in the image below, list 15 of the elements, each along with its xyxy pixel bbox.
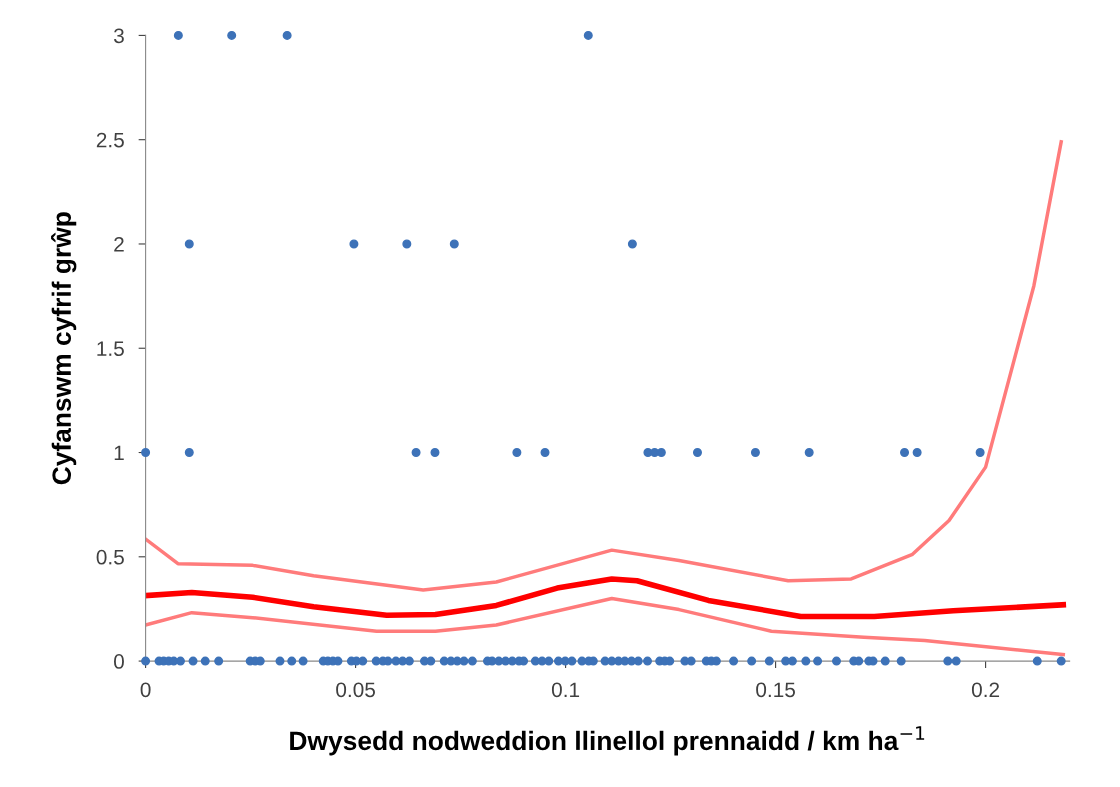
x-tick-label: 0 (140, 682, 151, 698)
y-tick-label: 0.5 (96, 549, 124, 565)
line-series (145, 140, 1063, 592)
x-tick-label: 0.15 (756, 682, 795, 698)
y-tick-label: 2.5 (96, 132, 124, 148)
y-tick-label: 1.5 (97, 341, 124, 356)
y-tick-label: 2 (114, 236, 124, 252)
y-axis-title: Cyfanswm cyfrif grŵp (51, 212, 77, 485)
x-tick-label: 0.1 (551, 682, 580, 698)
y-tick-label: 0 (114, 654, 124, 669)
y-tick-label: 1 (114, 445, 124, 461)
x-axis-title: Dwysedd nodweddion llinellol prennaidd / km ha$^{−1}$ (290, 726, 925, 756)
x-tick-label: 0.05 (336, 682, 375, 698)
x-tick-label: 0.2 (971, 682, 1000, 698)
y-tick-label: 3 (113, 28, 124, 44)
